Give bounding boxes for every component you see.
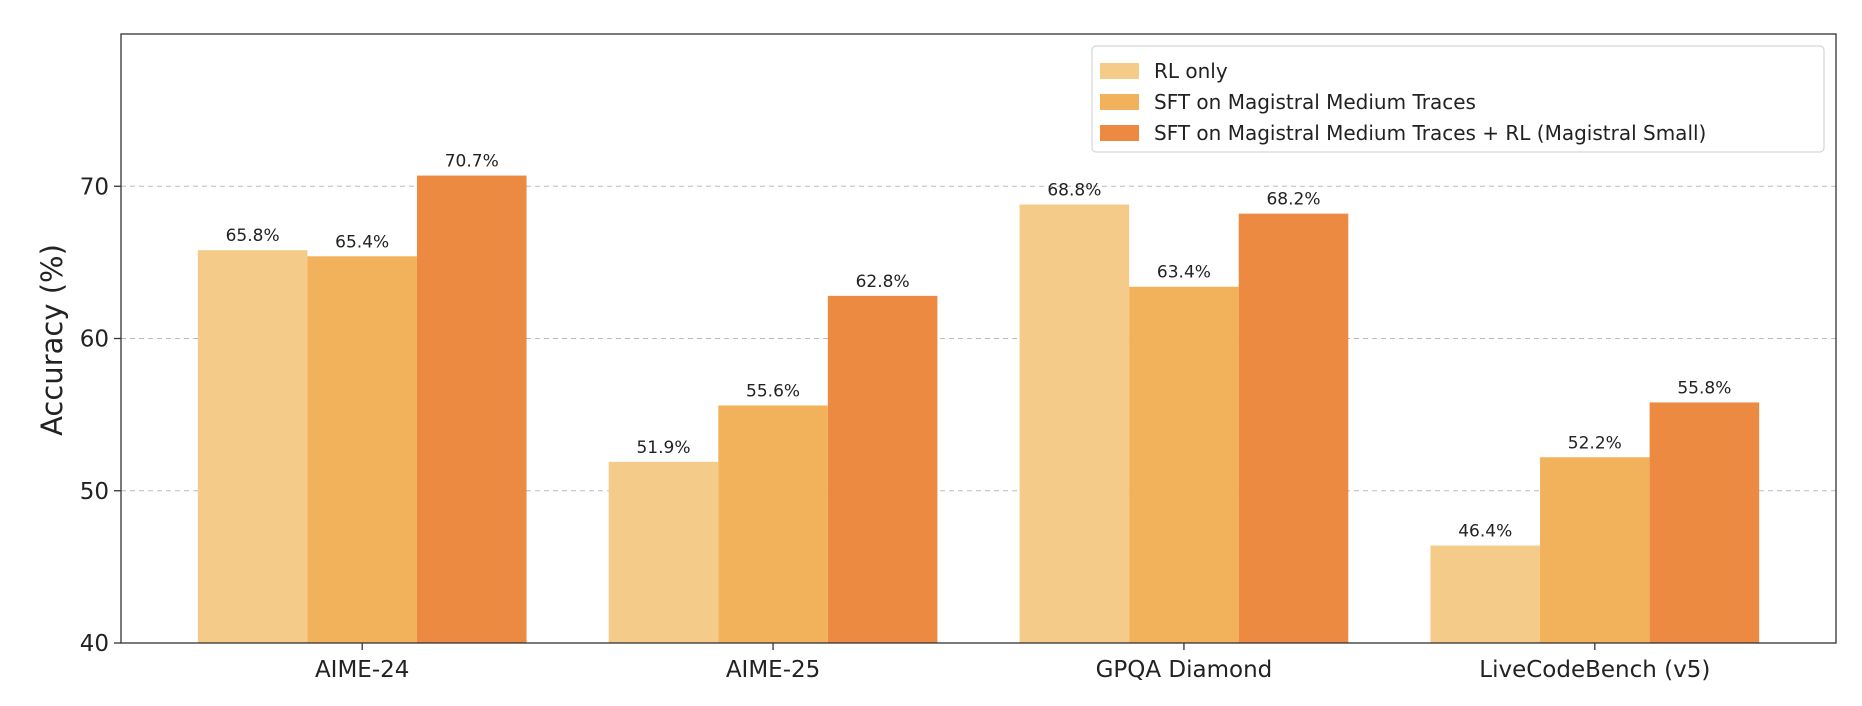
- y-axis-ticks: 40 50 60 70: [80, 174, 121, 657]
- y-tick-label: 40: [80, 631, 109, 657]
- bar: [1540, 457, 1650, 643]
- bar-value-label: 63.4%: [1157, 263, 1211, 283]
- y-tick-label: 60: [80, 327, 109, 353]
- bar: [197, 250, 308, 643]
- bar: [1129, 286, 1239, 643]
- bar-value-label: 62.8%: [856, 272, 910, 292]
- legend-swatch: [1100, 63, 1139, 79]
- bars: [197, 175, 1760, 643]
- grid-lines: [121, 185, 1836, 492]
- bar-value-label: 70.7%: [445, 152, 499, 172]
- y-tick-label: 50: [80, 479, 109, 505]
- bar-value-label: 55.8%: [1677, 378, 1731, 398]
- bar: [1238, 213, 1349, 643]
- legend-box: [1091, 45, 1825, 153]
- bar-value-label: 46.4%: [1458, 522, 1512, 542]
- legend-swatch: [1100, 94, 1139, 110]
- bar-value-label: 68.2%: [1266, 190, 1320, 210]
- bar-value-label: 55.6%: [746, 381, 800, 401]
- x-tick-label: AIME-25: [726, 657, 820, 683]
- bar: [1019, 204, 1130, 643]
- bar: [718, 405, 828, 643]
- bar: [307, 256, 417, 643]
- bar: [1430, 545, 1541, 643]
- bar-labels: 65.8% 65.4% 70.7% 51.9% 55.6% 62.8% 68.8% 63.4%…: [226, 152, 1732, 542]
- bar-value-label: 68.8%: [1047, 181, 1101, 201]
- legend-label: RL only: [1154, 59, 1228, 83]
- legend-label: SFT on Magistral Medium Traces: [1154, 90, 1476, 114]
- bar-value-label: 52.2%: [1568, 433, 1622, 453]
- bar: [416, 175, 527, 643]
- x-tick-label: AIME-24: [315, 657, 409, 683]
- y-axis-label: Accuracy (%): [35, 244, 69, 436]
- bar-value-label: 65.4%: [335, 232, 389, 252]
- x-axis-ticks: AIME-24 AIME-25 GPQA Diamond LiveCodeBench …: [315, 643, 1710, 683]
- bar: [608, 461, 719, 643]
- bar-value-label: 51.9%: [636, 438, 690, 458]
- legend-label: SFT on Magistral Medium Traces + RL (Mag…: [1154, 121, 1706, 145]
- x-tick-label: LiveCodeBench (v5): [1479, 657, 1710, 683]
- y-tick-label: 70: [80, 174, 109, 200]
- bar: [1649, 402, 1760, 643]
- legend: RL only SFT on Magistral Medium Traces SFT…: [1091, 45, 1825, 153]
- bar-value-label: 65.8%: [226, 226, 280, 246]
- bar: [827, 295, 938, 643]
- x-tick-label: GPQA Diamond: [1096, 657, 1273, 683]
- legend-swatch: [1100, 125, 1139, 141]
